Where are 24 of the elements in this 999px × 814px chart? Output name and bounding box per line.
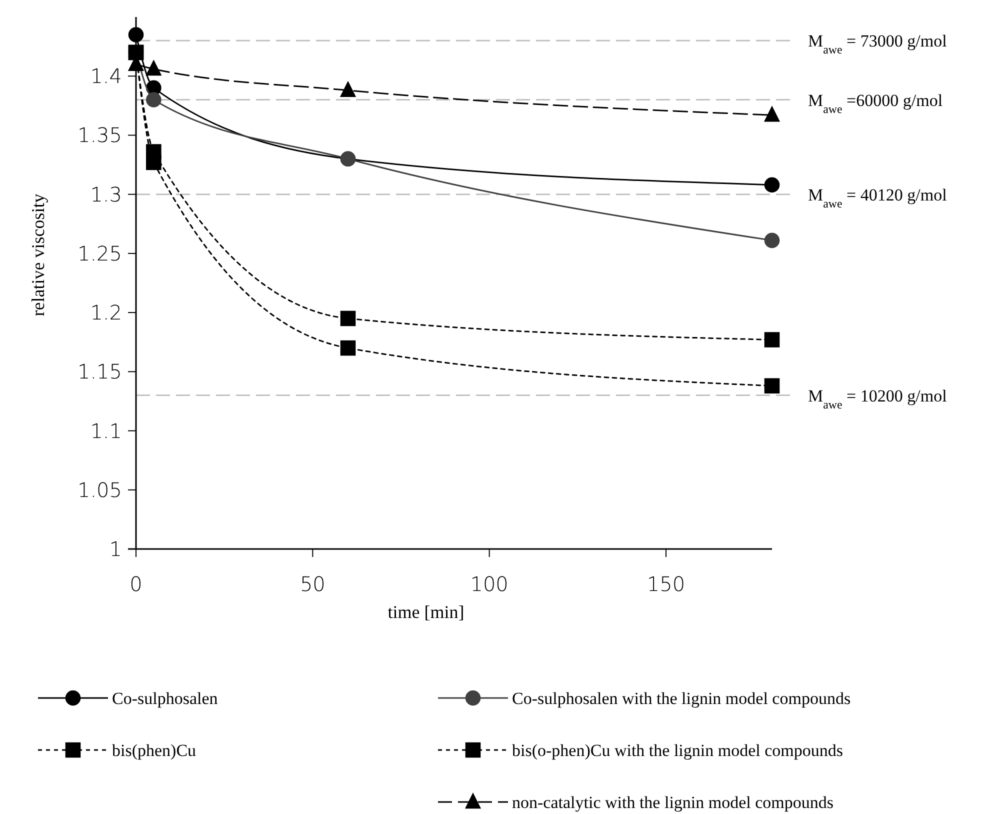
y-tick-label: 1.25 <box>77 241 122 266</box>
text: M$_{awe}$ = 40120 g/mol <box>808 185 948 210</box>
y-tick-label: 1.05 <box>77 478 122 502</box>
legend-label: Co-sulphosalen with the lignin model compounds <box>512 689 851 708</box>
legend-label: bis(phen)Cu <box>112 741 197 760</box>
y-tick-label: 1.2 <box>90 300 122 325</box>
y-tick-label: 1 <box>109 537 122 561</box>
x-tick-label: 0 <box>130 572 142 596</box>
legend-label: Co-sulphosalen <box>112 689 218 708</box>
x-axis-title: time [min] <box>388 602 464 622</box>
y-tick-label: 1.1 <box>90 418 122 443</box>
y-tick-label: 1.15 <box>77 360 122 384</box>
legend-label: non-catalytic with the lignin model compounds <box>512 793 834 812</box>
x-tick-label: 150 <box>646 572 686 596</box>
x-tick-label: 100 <box>470 572 508 596</box>
legend-label: bis(o-phen)Cu with the lignin model compounds <box>512 741 843 760</box>
y-tick-label: 1.4 <box>90 64 122 88</box>
y-tick-label: 1.3 <box>90 182 122 206</box>
text: M$_{awe}$ = 73000 g/mol <box>808 32 948 57</box>
y-tick-label: 1.35 <box>77 123 122 148</box>
text: M$_{awe}$ = 10200 g/mol <box>808 386 948 412</box>
text: M$_{awe}$ =60000 g/mol <box>808 90 943 116</box>
y-axis-title: relative viscosity <box>28 194 48 316</box>
x-tick-label: 50 <box>300 572 326 596</box>
